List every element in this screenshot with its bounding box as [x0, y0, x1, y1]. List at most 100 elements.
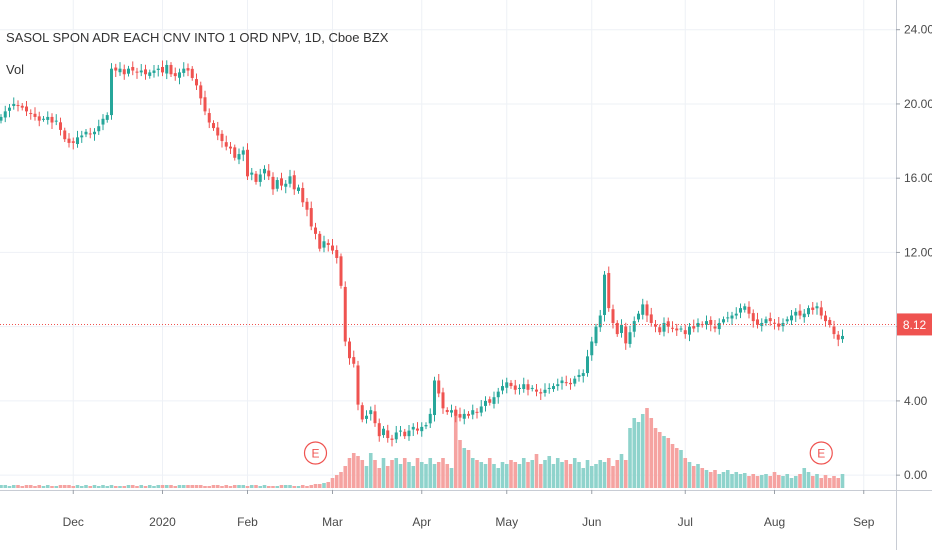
candle[interactable]: [63, 127, 67, 142]
candle[interactable]: [692, 319, 696, 333]
candle[interactable]: [790, 309, 793, 325]
candle[interactable]: [450, 404, 453, 418]
candle[interactable]: [169, 62, 173, 78]
candle[interactable]: [522, 377, 526, 393]
candle[interactable]: [297, 184, 300, 194]
candle[interactable]: [794, 308, 798, 323]
candle[interactable]: [598, 309, 602, 332]
candle[interactable]: [199, 81, 203, 105]
candle[interactable]: [416, 422, 419, 435]
candle[interactable]: [105, 112, 109, 123]
candle[interactable]: [734, 307, 738, 320]
candle[interactable]: [530, 385, 534, 392]
candle[interactable]: [807, 305, 810, 318]
candle[interactable]: [802, 309, 806, 323]
candle[interactable]: [241, 146, 245, 162]
candle[interactable]: [564, 375, 568, 387]
candle[interactable]: [513, 379, 517, 395]
candle[interactable]: [356, 360, 360, 411]
candle[interactable]: [632, 316, 636, 338]
candle[interactable]: [832, 320, 836, 339]
candle[interactable]: [0, 114, 3, 124]
candle[interactable]: [505, 377, 509, 394]
candle[interactable]: [441, 387, 445, 414]
candle[interactable]: [730, 311, 734, 325]
candle[interactable]: [407, 425, 411, 441]
candle[interactable]: [462, 409, 466, 425]
candle[interactable]: [237, 148, 241, 165]
candle[interactable]: [581, 369, 585, 383]
candle[interactable]: [326, 239, 330, 252]
candle[interactable]: [607, 266, 611, 312]
candle[interactable]: [488, 396, 492, 406]
candle[interactable]: [93, 128, 96, 141]
candle[interactable]: [216, 121, 220, 141]
candle[interactable]: [547, 383, 551, 394]
candle[interactable]: [309, 201, 313, 231]
candle[interactable]: [365, 410, 368, 424]
candle[interactable]: [305, 198, 309, 217]
candle[interactable]: [454, 405, 458, 423]
candle[interactable]: [275, 177, 279, 192]
candle[interactable]: [671, 321, 674, 333]
candle[interactable]: [71, 137, 75, 150]
candle[interactable]: [649, 307, 653, 327]
earnings-marker[interactable]: E: [303, 441, 328, 465]
candle[interactable]: [620, 319, 623, 338]
candle[interactable]: [747, 301, 751, 319]
candle[interactable]: [815, 302, 819, 315]
candle[interactable]: [292, 170, 296, 195]
candle[interactable]: [841, 329, 844, 343]
candle[interactable]: [403, 428, 407, 439]
candle[interactable]: [819, 300, 823, 320]
candle[interactable]: [781, 318, 785, 332]
candle[interactable]: [717, 318, 721, 335]
candle[interactable]: [360, 402, 364, 423]
candle[interactable]: [50, 113, 54, 129]
candle[interactable]: [352, 350, 356, 368]
candle[interactable]: [798, 304, 802, 320]
candle[interactable]: [756, 312, 759, 329]
candle[interactable]: [173, 67, 177, 81]
candle[interactable]: [420, 422, 424, 437]
candle[interactable]: [645, 300, 649, 323]
candle[interactable]: [33, 107, 37, 121]
candle[interactable]: [654, 319, 657, 333]
candle[interactable]: [322, 235, 326, 253]
candle[interactable]: [229, 141, 232, 155]
candle[interactable]: [760, 318, 764, 332]
candle[interactable]: [250, 167, 254, 181]
candle[interactable]: [3, 105, 7, 123]
candle[interactable]: [590, 336, 594, 361]
candle[interactable]: [186, 63, 190, 77]
candle[interactable]: [509, 380, 513, 389]
candle[interactable]: [543, 383, 547, 397]
candle[interactable]: [76, 130, 79, 148]
candle[interactable]: [683, 324, 687, 339]
candle[interactable]: [552, 383, 555, 392]
candle[interactable]: [369, 406, 373, 421]
candle[interactable]: [84, 128, 88, 138]
candle[interactable]: [271, 172, 275, 195]
candle[interactable]: [382, 425, 385, 438]
candle[interactable]: [331, 239, 334, 255]
candle[interactable]: [139, 64, 143, 77]
candle[interactable]: [118, 62, 122, 76]
candle[interactable]: [560, 376, 564, 390]
candle[interactable]: [496, 387, 500, 404]
candle[interactable]: [29, 109, 33, 120]
candle[interactable]: [390, 434, 394, 447]
candle[interactable]: [492, 391, 496, 409]
candle[interactable]: [709, 316, 713, 332]
candle[interactable]: [501, 379, 504, 395]
candle[interactable]: [836, 330, 840, 347]
candle[interactable]: [246, 143, 249, 181]
candle[interactable]: [386, 424, 390, 443]
candle[interactable]: [37, 111, 41, 127]
candle[interactable]: [828, 317, 832, 328]
candle[interactable]: [722, 316, 725, 326]
candle[interactable]: [479, 399, 483, 417]
candle[interactable]: [335, 245, 339, 264]
candle[interactable]: [484, 396, 487, 412]
